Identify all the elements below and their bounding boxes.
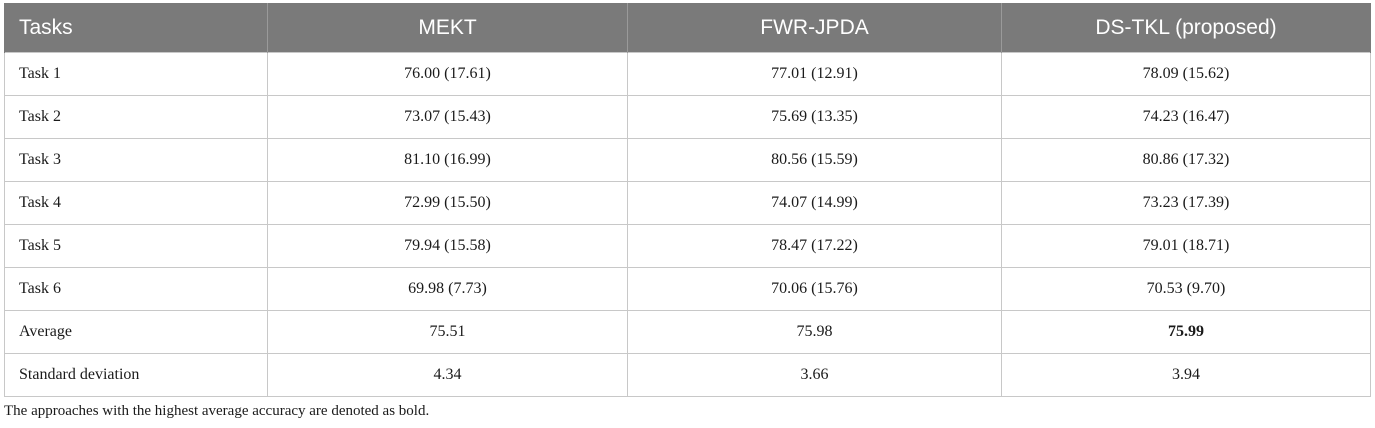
header-row: Tasks MEKT FWR-JPDA DS-TKL (proposed) xyxy=(4,3,1371,53)
header-ds-tkl: DS-TKL (proposed) xyxy=(1001,3,1371,53)
header-tasks: Tasks xyxy=(4,3,268,53)
cell-ds-tkl: 79.01 (18.71) xyxy=(1001,224,1371,268)
table-row: Task 5 79.94 (15.58) 78.47 (17.22) 79.01… xyxy=(4,224,1371,268)
cell-mekt: 73.07 (15.43) xyxy=(267,95,628,139)
row-label: Task 1 xyxy=(4,52,268,96)
row-label: Task 5 xyxy=(4,224,268,268)
table-header: Tasks MEKT FWR-JPDA DS-TKL (proposed) xyxy=(4,3,1371,53)
table-row-average: Average 75.51 75.98 75.99 xyxy=(4,310,1371,354)
cell-fwr-jpda: 70.06 (15.76) xyxy=(627,267,1002,311)
row-label: Standard deviation xyxy=(4,353,268,397)
cell-fwr-jpda: 75.98 xyxy=(627,310,1002,354)
cell-mekt: 75.51 xyxy=(267,310,628,354)
table-row: Task 1 76.00 (17.61) 77.01 (12.91) 78.09… xyxy=(4,52,1371,96)
cell-mekt: 69.98 (7.73) xyxy=(267,267,628,311)
row-label: Task 2 xyxy=(4,95,268,139)
cell-mekt: 76.00 (17.61) xyxy=(267,52,628,96)
cell-mekt: 72.99 (15.50) xyxy=(267,181,628,225)
header-mekt: MEKT xyxy=(267,3,628,53)
cell-fwr-jpda: 77.01 (12.91) xyxy=(627,52,1002,96)
cell-mekt: 4.34 xyxy=(267,353,628,397)
cell-ds-tkl: 70.53 (9.70) xyxy=(1001,267,1371,311)
cell-ds-tkl: 73.23 (17.39) xyxy=(1001,181,1371,225)
results-table: Tasks MEKT FWR-JPDA DS-TKL (proposed) Ta… xyxy=(4,3,1371,397)
cell-ds-tkl: 78.09 (15.62) xyxy=(1001,52,1371,96)
cell-fwr-jpda: 3.66 xyxy=(627,353,1002,397)
table-row-standard-deviation: Standard deviation 4.34 3.66 3.94 xyxy=(4,353,1371,397)
table-row: Task 6 69.98 (7.73) 70.06 (15.76) 70.53 … xyxy=(4,267,1371,311)
cell-ds-tkl: 80.86 (17.32) xyxy=(1001,138,1371,182)
table-row: Task 2 73.07 (15.43) 75.69 (13.35) 74.23… xyxy=(4,95,1371,139)
cell-ds-tkl: 75.99 xyxy=(1001,310,1371,354)
cell-fwr-jpda: 78.47 (17.22) xyxy=(627,224,1002,268)
header-fwr-jpda: FWR-JPDA xyxy=(627,3,1002,53)
table-row: Task 4 72.99 (15.50) 74.07 (14.99) 73.23… xyxy=(4,181,1371,225)
cell-mekt: 79.94 (15.58) xyxy=(267,224,628,268)
table-body: Task 1 76.00 (17.61) 77.01 (12.91) 78.09… xyxy=(4,52,1371,397)
cell-fwr-jpda: 80.56 (15.59) xyxy=(627,138,1002,182)
table-row: Task 3 81.10 (16.99) 80.56 (15.59) 80.86… xyxy=(4,138,1371,182)
cell-mekt: 81.10 (16.99) xyxy=(267,138,628,182)
row-label: Task 3 xyxy=(4,138,268,182)
cell-ds-tkl: 74.23 (16.47) xyxy=(1001,95,1371,139)
table-footnote: The approaches with the highest average … xyxy=(4,403,430,419)
cell-fwr-jpda: 74.07 (14.99) xyxy=(627,181,1002,225)
row-label: Average xyxy=(4,310,268,354)
cell-ds-tkl: 3.94 xyxy=(1001,353,1371,397)
row-label: Task 6 xyxy=(4,267,268,311)
cell-fwr-jpda: 75.69 (13.35) xyxy=(627,95,1002,139)
row-label: Task 4 xyxy=(4,181,268,225)
